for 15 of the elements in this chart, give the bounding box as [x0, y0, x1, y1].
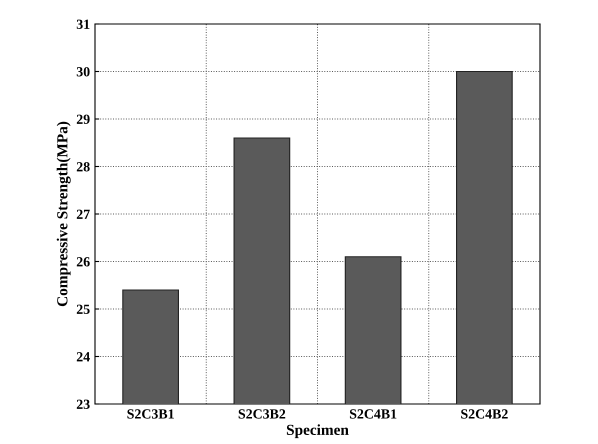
y-tick-label: 31 [76, 20, 90, 29]
y-tick-label: 27 [76, 210, 90, 219]
y-tick-label: 28 [76, 162, 90, 172]
y-axis-title: Compressive Strength(MPa) [56, 122, 71, 306]
x-tick-label: S2C3B2 [238, 409, 286, 419]
y-tick-label: 26 [76, 257, 90, 266]
x-tick-label: S2C4B1 [350, 409, 396, 419]
x-tick-label: S2C3B1 [127, 409, 174, 419]
y-tick-label: 23 [76, 400, 90, 409]
y-tick-label: 25 [76, 304, 90, 314]
x-axis-title: Specimen [286, 424, 349, 438]
y-tick-label: 30 [76, 67, 90, 76]
x-tick-label: S2C4B2 [461, 409, 508, 419]
y-tick-label: 24 [76, 352, 90, 362]
y-tick-label: 29 [76, 114, 90, 124]
